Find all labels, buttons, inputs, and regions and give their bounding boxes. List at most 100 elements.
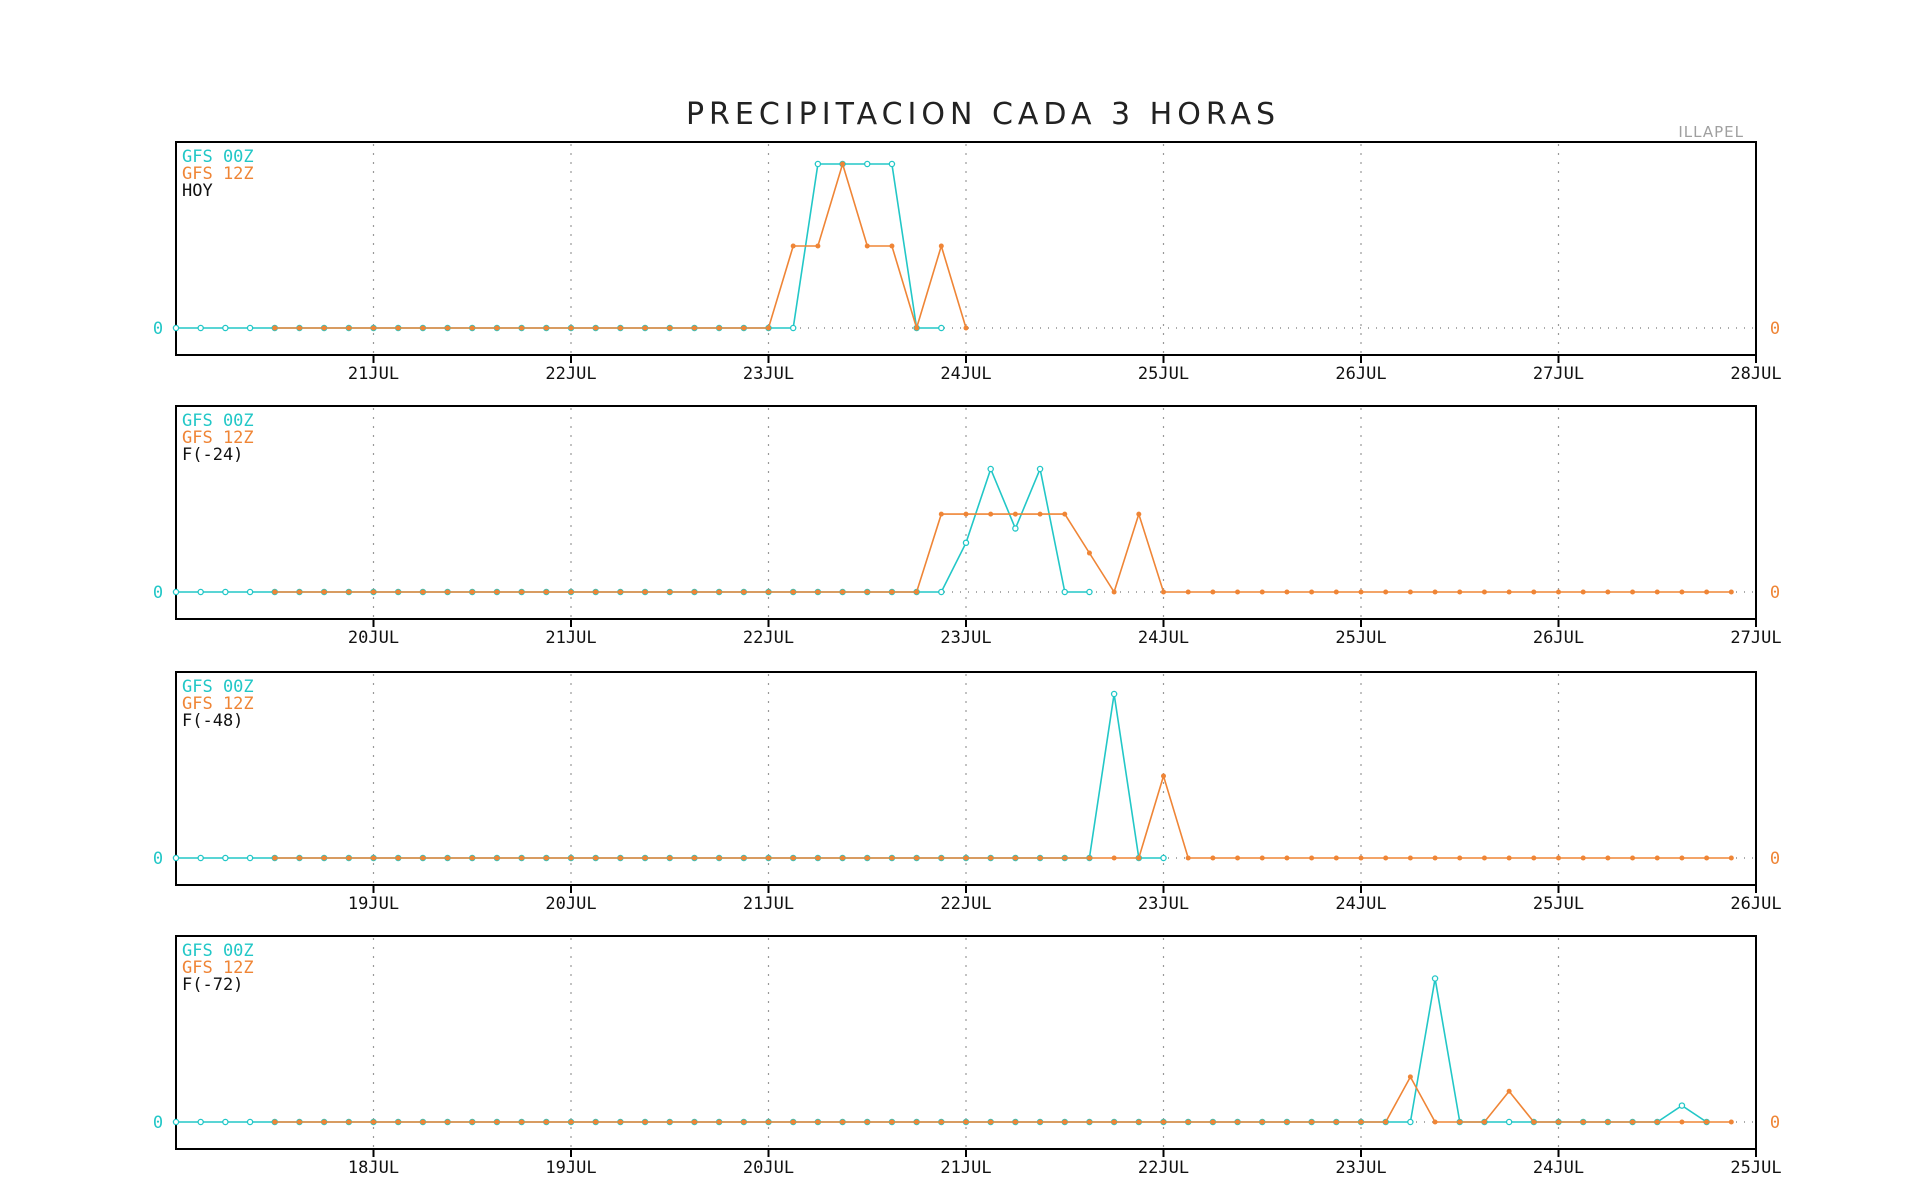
x-tick-label: 25JUL [1730,1158,1781,1178]
data-point-gfs-12z [420,1119,426,1125]
data-point-gfs-00z [172,324,180,332]
y-zero-label-right: 0 [1770,319,1780,339]
data-point-gfs-12z [1432,855,1438,861]
data-point-gfs-12z [445,855,451,861]
data-point-gfs-12z [420,855,426,861]
data-point-gfs-12z [519,855,525,861]
x-tick-label: 23JUL [1138,894,1189,914]
data-point-gfs-12z [1086,550,1092,556]
data-point-gfs-12z [988,855,994,861]
data-point-gfs-00z [222,588,229,596]
data-point-gfs-12z [1161,1119,1166,1125]
data-point-gfs-12z [963,855,969,861]
data-point-gfs-12z [272,325,278,331]
data-point-gfs-00z [888,160,896,168]
chart-panel-2: 20JUL 21JUL 22JUL 23JUL 24JUL 25JUL 26JUL 27JUL… [153,405,1782,648]
data-point-gfs-12z [1161,773,1166,779]
data-point-gfs-12z [494,325,500,331]
data-point-gfs-12z [593,855,599,861]
data-point-gfs-12z [1259,1119,1265,1125]
data-point-gfs-12z [963,511,969,517]
data-point-gfs-00z [938,324,945,332]
data-point-gfs-12z [469,589,475,595]
data-point-gfs-12z [914,1119,920,1125]
data-point-gfs-00z [246,324,254,332]
data-point-gfs-12z [1309,1119,1315,1125]
data-point-gfs-12z [469,855,475,861]
data-point-gfs-12z [741,325,747,331]
legend-gfs-12z: GFS 12Z [182,694,254,714]
data-point-gfs-12z [321,325,327,331]
data-point-gfs-12z [691,589,697,595]
data-point-gfs-12z [1185,589,1191,595]
data-point-gfs-12z [1037,1119,1043,1125]
x-tick-label: 21JUL [348,364,399,384]
y-zero-label-left: 0 [153,849,163,869]
data-point-gfs-00z [246,588,254,596]
data-point-gfs-12z [1383,855,1389,861]
data-point-gfs-12z [815,589,821,595]
data-point-gfs-12z [346,325,352,331]
data-point-gfs-12z [1012,1119,1018,1125]
data-point-gfs-12z [445,1119,451,1125]
data-point-gfs-12z [1235,1119,1241,1125]
data-point-gfs-00z [222,854,229,862]
data-point-gfs-12z [1654,589,1660,595]
data-point-gfs-12z [1235,855,1241,861]
data-point-gfs-12z [543,855,549,861]
data-point-gfs-12z [1136,855,1142,861]
plot-frame [175,671,1757,886]
data-point-gfs-12z [1111,589,1117,595]
data-point-gfs-12z [1556,1119,1561,1125]
data-point-gfs-12z [445,325,451,331]
data-point-gfs-12z [296,589,302,595]
data-point-gfs-12z [1111,855,1117,861]
data-point-gfs-12z [667,1119,673,1125]
x-tick-label: 26JUL [1533,628,1584,648]
x-tick-label: 25JUL [1335,628,1386,648]
data-point-gfs-12z [1580,855,1586,861]
data-point-gfs-12z [1605,1119,1611,1125]
x-tick-label: 28JUL [1730,364,1781,384]
data-point-gfs-00z [222,1118,229,1126]
data-point-gfs-12z [617,325,623,331]
data-point-gfs-12z [1333,589,1339,595]
data-point-gfs-12z [519,1119,525,1125]
series-line-gfs-00z [176,978,1708,1123]
data-point-gfs-12z [1185,1119,1191,1125]
y-zero-label-left: 0 [153,1113,163,1133]
data-point-gfs-12z [840,161,846,167]
data-point-gfs-12z [864,855,870,861]
data-point-gfs-12z [840,589,846,595]
data-point-gfs-12z [1210,1119,1216,1125]
data-point-gfs-00z [1431,975,1439,982]
data-point-gfs-00z [1086,588,1093,596]
data-point-gfs-12z [741,855,747,861]
data-point-gfs-12z [1531,855,1537,861]
x-tick-label: 22JUL [743,628,794,648]
data-point-gfs-12z [1704,589,1710,595]
series-line-gfs-00z [176,163,942,329]
x-tick-label: 25JUL [1138,364,1189,384]
data-point-gfs-12z [1358,855,1364,861]
x-tick-label: 27JUL [1730,628,1781,648]
x-tick-label: 21JUL [545,628,596,648]
data-point-gfs-12z [568,589,574,595]
data-point-gfs-00z [1012,525,1019,532]
data-point-gfs-12z [296,855,302,861]
data-point-gfs-12z [1506,589,1512,595]
series-line-gfs-12z [274,773,1732,859]
data-point-gfs-12z [914,855,920,861]
data-point-gfs-00z [246,854,254,862]
data-point-gfs-12z [790,243,796,249]
data-point-gfs-12z [1481,1119,1487,1125]
data-point-gfs-12z [1284,855,1290,861]
data-point-gfs-12z [494,589,500,595]
panels-group: 21JUL 22JUL 23JUL 24JUL 25JUL 26JUL 27JUL 28JUL… [153,141,1782,1178]
data-point-gfs-00z [172,1118,180,1126]
data-point-gfs-12z [691,1119,697,1125]
data-point-gfs-00z [962,539,970,547]
data-point-gfs-12z [1012,855,1018,861]
data-point-gfs-12z [1630,1119,1636,1125]
x-tick-label: 20JUL [348,628,399,648]
